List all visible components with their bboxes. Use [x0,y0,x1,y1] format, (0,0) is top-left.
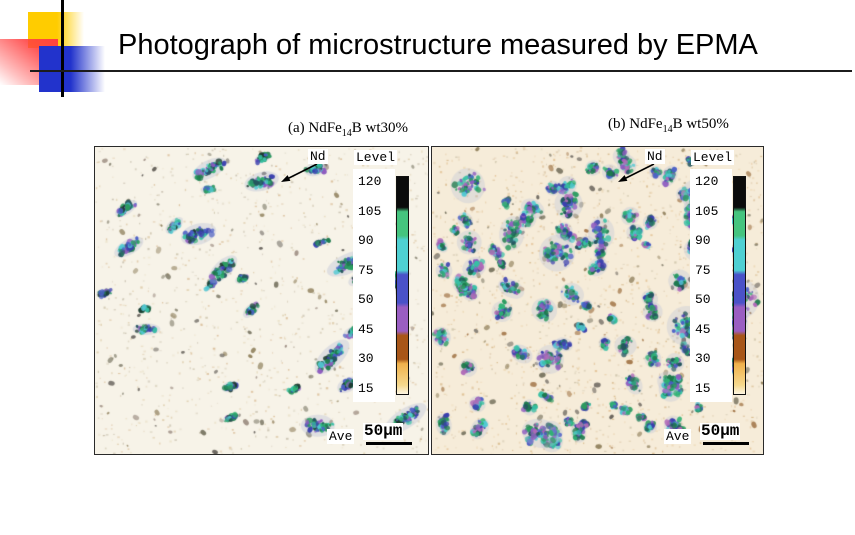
caption-a-subscript: 14 [341,128,352,139]
corner-vertical-rule [61,0,64,97]
level-tick: 75 [358,262,374,278]
ave-label: Ave [327,429,355,444]
caption-b: (b) NdFe14B wt50% [608,116,729,135]
caption-a-suffix: B wt30% [351,120,408,136]
slide-title: Photograph of microstructure measured by… [118,29,758,61]
level-tick: 15 [695,380,711,396]
scalebar-label: 50µm [700,422,741,440]
micrograph-panel-b: Nd Level 120 105 90 75 50 45 30 15 Ave 5… [431,146,764,455]
level-tick: 120 [695,174,719,189]
title-underline-rule [30,70,852,72]
level-colorbar [396,176,409,395]
level-tick: 105 [358,203,382,219]
scalebar-label: 50µm [363,422,404,440]
level-tick: 50 [695,292,711,308]
level-tick: 45 [358,321,374,337]
level-tick: 105 [695,203,719,219]
level-tick: 50 [358,292,374,308]
level-scale-ticks: 120 105 90 75 50 45 30 15 [353,169,395,402]
nd-label: Nd [645,149,665,164]
micrograph-panel-a: Nd Level 120 105 90 75 50 45 30 15 Ave 5… [94,146,429,455]
nd-arrow-b [618,163,655,182]
level-tick: 120 [358,174,382,189]
level-label: Level [691,150,735,165]
level-colorbar [733,176,746,395]
caption-b-subscript: 14 [662,124,673,135]
scalebar-line [366,442,412,445]
nd-label: Nd [308,149,328,164]
level-tick: 30 [695,351,711,367]
level-tick: 30 [358,351,374,367]
ave-label: Ave [664,429,692,444]
level-tick: 75 [695,262,711,278]
level-tick: 90 [695,233,711,249]
level-label: Level [354,150,398,165]
level-scale-ticks: 120 105 90 75 50 45 30 15 [690,169,732,402]
corner-blue-square [39,46,105,92]
caption-b-text: (b) NdFe [608,116,663,132]
level-tick: 45 [695,321,711,337]
level-tick: 90 [358,233,374,249]
scalebar-line [703,442,749,445]
caption-a-text: (a) NdFe [288,120,342,136]
caption-a: (a) NdFe14B wt30% [288,120,408,139]
level-tick: 15 [358,380,374,396]
nd-arrow-a [281,163,318,182]
caption-b-suffix: B wt50% [672,116,729,132]
